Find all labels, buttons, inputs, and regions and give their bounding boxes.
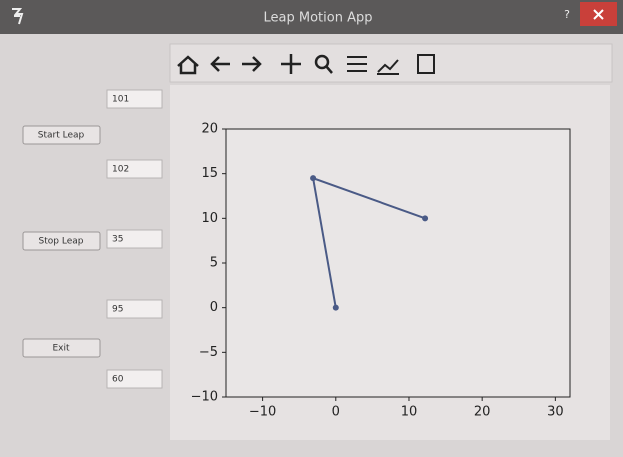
point bbox=[333, 305, 339, 311]
x-tick-label: −10 bbox=[249, 405, 276, 420]
toolbar bbox=[170, 44, 612, 82]
y-tick-label: 15 bbox=[201, 166, 218, 181]
x-tick-label: 0 bbox=[332, 405, 340, 420]
y-tick-label: 5 bbox=[210, 256, 218, 271]
text-field[interactable]: 102 bbox=[107, 160, 162, 178]
field-value: 102 bbox=[112, 165, 129, 175]
field-value: 60 bbox=[112, 375, 124, 385]
close-button[interactable] bbox=[580, 2, 617, 26]
y-tick-label: 20 bbox=[201, 122, 218, 137]
button-label: Start Leap bbox=[38, 131, 85, 141]
point bbox=[310, 175, 316, 181]
axes bbox=[226, 129, 570, 397]
text-field[interactable]: 95 bbox=[107, 300, 162, 318]
text-field[interactable]: 35 bbox=[107, 230, 162, 248]
plot: −10 0 10 20 30 −10 −5 0 5 10 15 20 bbox=[191, 122, 570, 420]
button-label: Exit bbox=[52, 344, 70, 354]
window-title: Leap Motion App bbox=[264, 11, 373, 26]
field-value: 101 bbox=[112, 95, 129, 105]
button[interactable]: Exit bbox=[23, 339, 100, 357]
button-label: Stop Leap bbox=[39, 237, 84, 247]
help-button[interactable]: ? bbox=[564, 8, 570, 21]
y-tick-label: −10 bbox=[191, 390, 218, 405]
y-tick-label: 10 bbox=[201, 211, 218, 226]
text-field[interactable]: 101 bbox=[107, 90, 162, 108]
button[interactable]: Start Leap bbox=[23, 126, 100, 144]
field-value: 95 bbox=[112, 305, 123, 315]
x-tick-label: 20 bbox=[474, 405, 491, 420]
y-tick-label: −5 bbox=[199, 345, 218, 360]
button[interactable]: Stop Leap bbox=[23, 232, 100, 250]
point bbox=[422, 215, 428, 221]
app-window: Leap Motion App ? Start Leap Stop Leap Exi… bbox=[0, 0, 623, 457]
text-field[interactable]: 60 bbox=[107, 370, 162, 388]
field-value: 35 bbox=[112, 235, 123, 245]
x-tick-label: 10 bbox=[401, 405, 418, 420]
y-tick-label: 0 bbox=[210, 300, 218, 315]
x-tick-label: 30 bbox=[547, 405, 564, 420]
